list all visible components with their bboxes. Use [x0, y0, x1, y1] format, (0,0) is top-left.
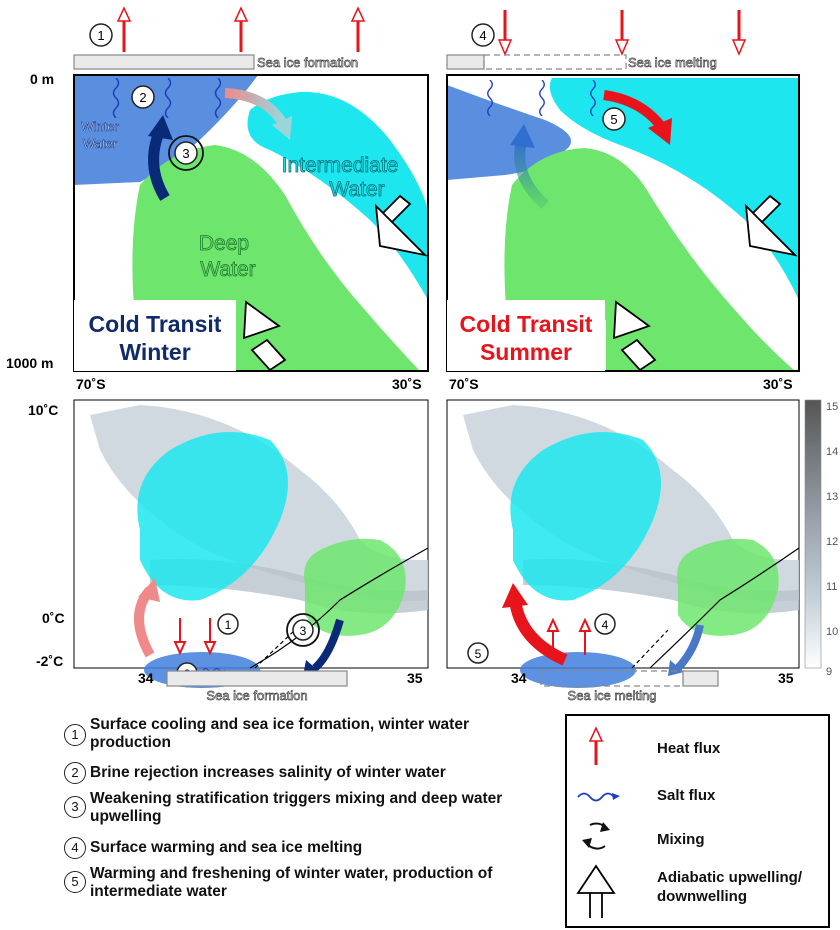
adiabatic-downwelling-icon: [374, 194, 428, 257]
colorbar-tick: 10: [826, 626, 838, 638]
key-adiabatic-label-line2: downwelling: [657, 888, 747, 905]
svg-text:70˚S: 70˚S: [449, 376, 479, 392]
svg-text:30˚S: 30˚S: [763, 376, 793, 392]
sea-ice-formation-label: Sea ice formation: [257, 55, 358, 70]
svg-text:34: 34: [511, 670, 527, 686]
svg-text:Water: Water: [329, 178, 384, 201]
mixing-icon: [168, 135, 204, 171]
svg-text:5: 5: [610, 112, 617, 127]
sea-ice-bar: [166, 670, 348, 687]
key-box: [565, 714, 830, 928]
sea-ice-melting-label: Sea ice melting: [628, 55, 717, 70]
colorbar-tick: 13: [826, 491, 838, 503]
legend-item-5-line1: Warming and freshening of winter water, …: [90, 865, 493, 882]
panel-bottom-left: 1 2 3 10˚C 0˚C -2˚C 34 35 Sea ice format…: [28, 399, 429, 703]
svg-text:4: 4: [479, 28, 486, 43]
temp-axis-bottom-label: -2˚C: [36, 653, 63, 669]
sea-ice-bar: [446, 54, 485, 70]
sal-axis-right-label: 35: [407, 670, 423, 686]
depth-axis-bottom-label: 1000 m: [6, 355, 53, 371]
svg-text:1: 1: [225, 618, 232, 632]
key-salt-flux-label: Salt flux: [657, 787, 716, 804]
sea-ice-bar: [73, 54, 255, 70]
svg-text:5: 5: [475, 647, 482, 661]
winter-water-mass: [447, 85, 572, 180]
legend-item-4-line1: Surface warming and sea ice melting: [90, 839, 363, 856]
key-mixing-label: Mixing: [657, 831, 705, 848]
legend-item-1-line1: Surface cooling and sea ice formation, w…: [90, 716, 469, 733]
legend-number-5: 5: [64, 871, 86, 893]
legend-item-2-line1: Brine rejection increases salinity of wi…: [90, 764, 446, 781]
colorbar-tick: 12: [826, 536, 838, 548]
panel-title-summer: Cold Transit: [460, 311, 593, 337]
svg-text:3: 3: [182, 146, 189, 161]
faded-upwelling-arrow: [514, 138, 549, 210]
adiabatic-icon: [576, 864, 616, 918]
water-transformation-arrow: [224, 88, 287, 125]
intermediate-water-mass: [549, 78, 799, 300]
panel-top-right: 4 Sea ice melting 5 Cold Transit Summer …: [446, 10, 800, 392]
svg-text:2: 2: [139, 90, 146, 105]
legend-number-3: 3: [64, 796, 86, 818]
legend-item-3-line1: Weakening stratification triggers mixing…: [90, 790, 503, 807]
colorbar-tick: 15: [826, 401, 838, 413]
svg-text:3: 3: [300, 624, 307, 638]
svg-text:Sea ice formation: Sea ice formation: [206, 688, 307, 703]
panel-top-left: 1 Sea ice formation 2 Winter Water 3 Int…: [6, 6, 429, 392]
sal-axis-left-label: 34: [138, 670, 154, 686]
deep-water-label: Deep: [199, 232, 249, 255]
salt-flux-icon: [577, 792, 615, 802]
svg-text:4: 4: [602, 618, 609, 632]
colorbar: 15 14 13 12 11 10 9: [804, 399, 838, 678]
panel-title-winter: Cold Transit: [89, 311, 222, 337]
circle-number-1: 1: [97, 28, 104, 43]
colorbar-tick: 14: [826, 446, 838, 458]
svg-text:Water: Water: [200, 258, 255, 281]
warming-arrow: [603, 90, 664, 129]
heat-flux-arrows-down: [497, 10, 747, 56]
temp-axis-zero-label: 0˚C: [42, 610, 65, 626]
legend-item-5-line2: intermediate water: [90, 883, 227, 900]
lat-axis-left-label: 70˚S: [76, 376, 106, 392]
depth-axis-top-label: 0 m: [30, 71, 54, 87]
key-heat-flux-label: Heat flux: [657, 740, 721, 757]
panel-bottom-right: 4 5 34 35 Sea ice melting: [446, 399, 800, 703]
intermediate-water-blob: [137, 432, 288, 601]
colorbar-tick: 11: [826, 581, 837, 593]
legend-number-2: 2: [64, 762, 86, 784]
svg-text:Sea ice melting: Sea ice melting: [568, 688, 657, 703]
svg-text:35: 35: [778, 670, 794, 686]
legend-item-1-line2: production: [90, 734, 171, 751]
svg-text:Winter: Winter: [119, 339, 190, 365]
legend-number-4: 4: [64, 837, 86, 859]
intermediate-water-label: Intermediate: [282, 154, 399, 177]
legend-item-3-line2: upwelling: [90, 808, 162, 825]
deep-water-blob: [304, 538, 406, 636]
key-adiabatic-label-line1: Adiabatic upwelling/: [657, 869, 803, 886]
colorbar-tick: 9: [826, 666, 832, 678]
svg-text:Water: Water: [83, 136, 118, 151]
intermediate-water-mass: [247, 91, 428, 300]
heat-flux-arrows-up: [116, 6, 366, 52]
winter-water-label: Winter: [81, 119, 119, 134]
temp-axis-top-label: 10˚C: [28, 402, 58, 418]
legend-number-1: 1: [64, 724, 86, 746]
adiabatic-upwelling-icon: [243, 300, 287, 372]
lat-axis-right-label: 30˚S: [392, 376, 422, 392]
svg-text:Summer: Summer: [480, 339, 572, 365]
